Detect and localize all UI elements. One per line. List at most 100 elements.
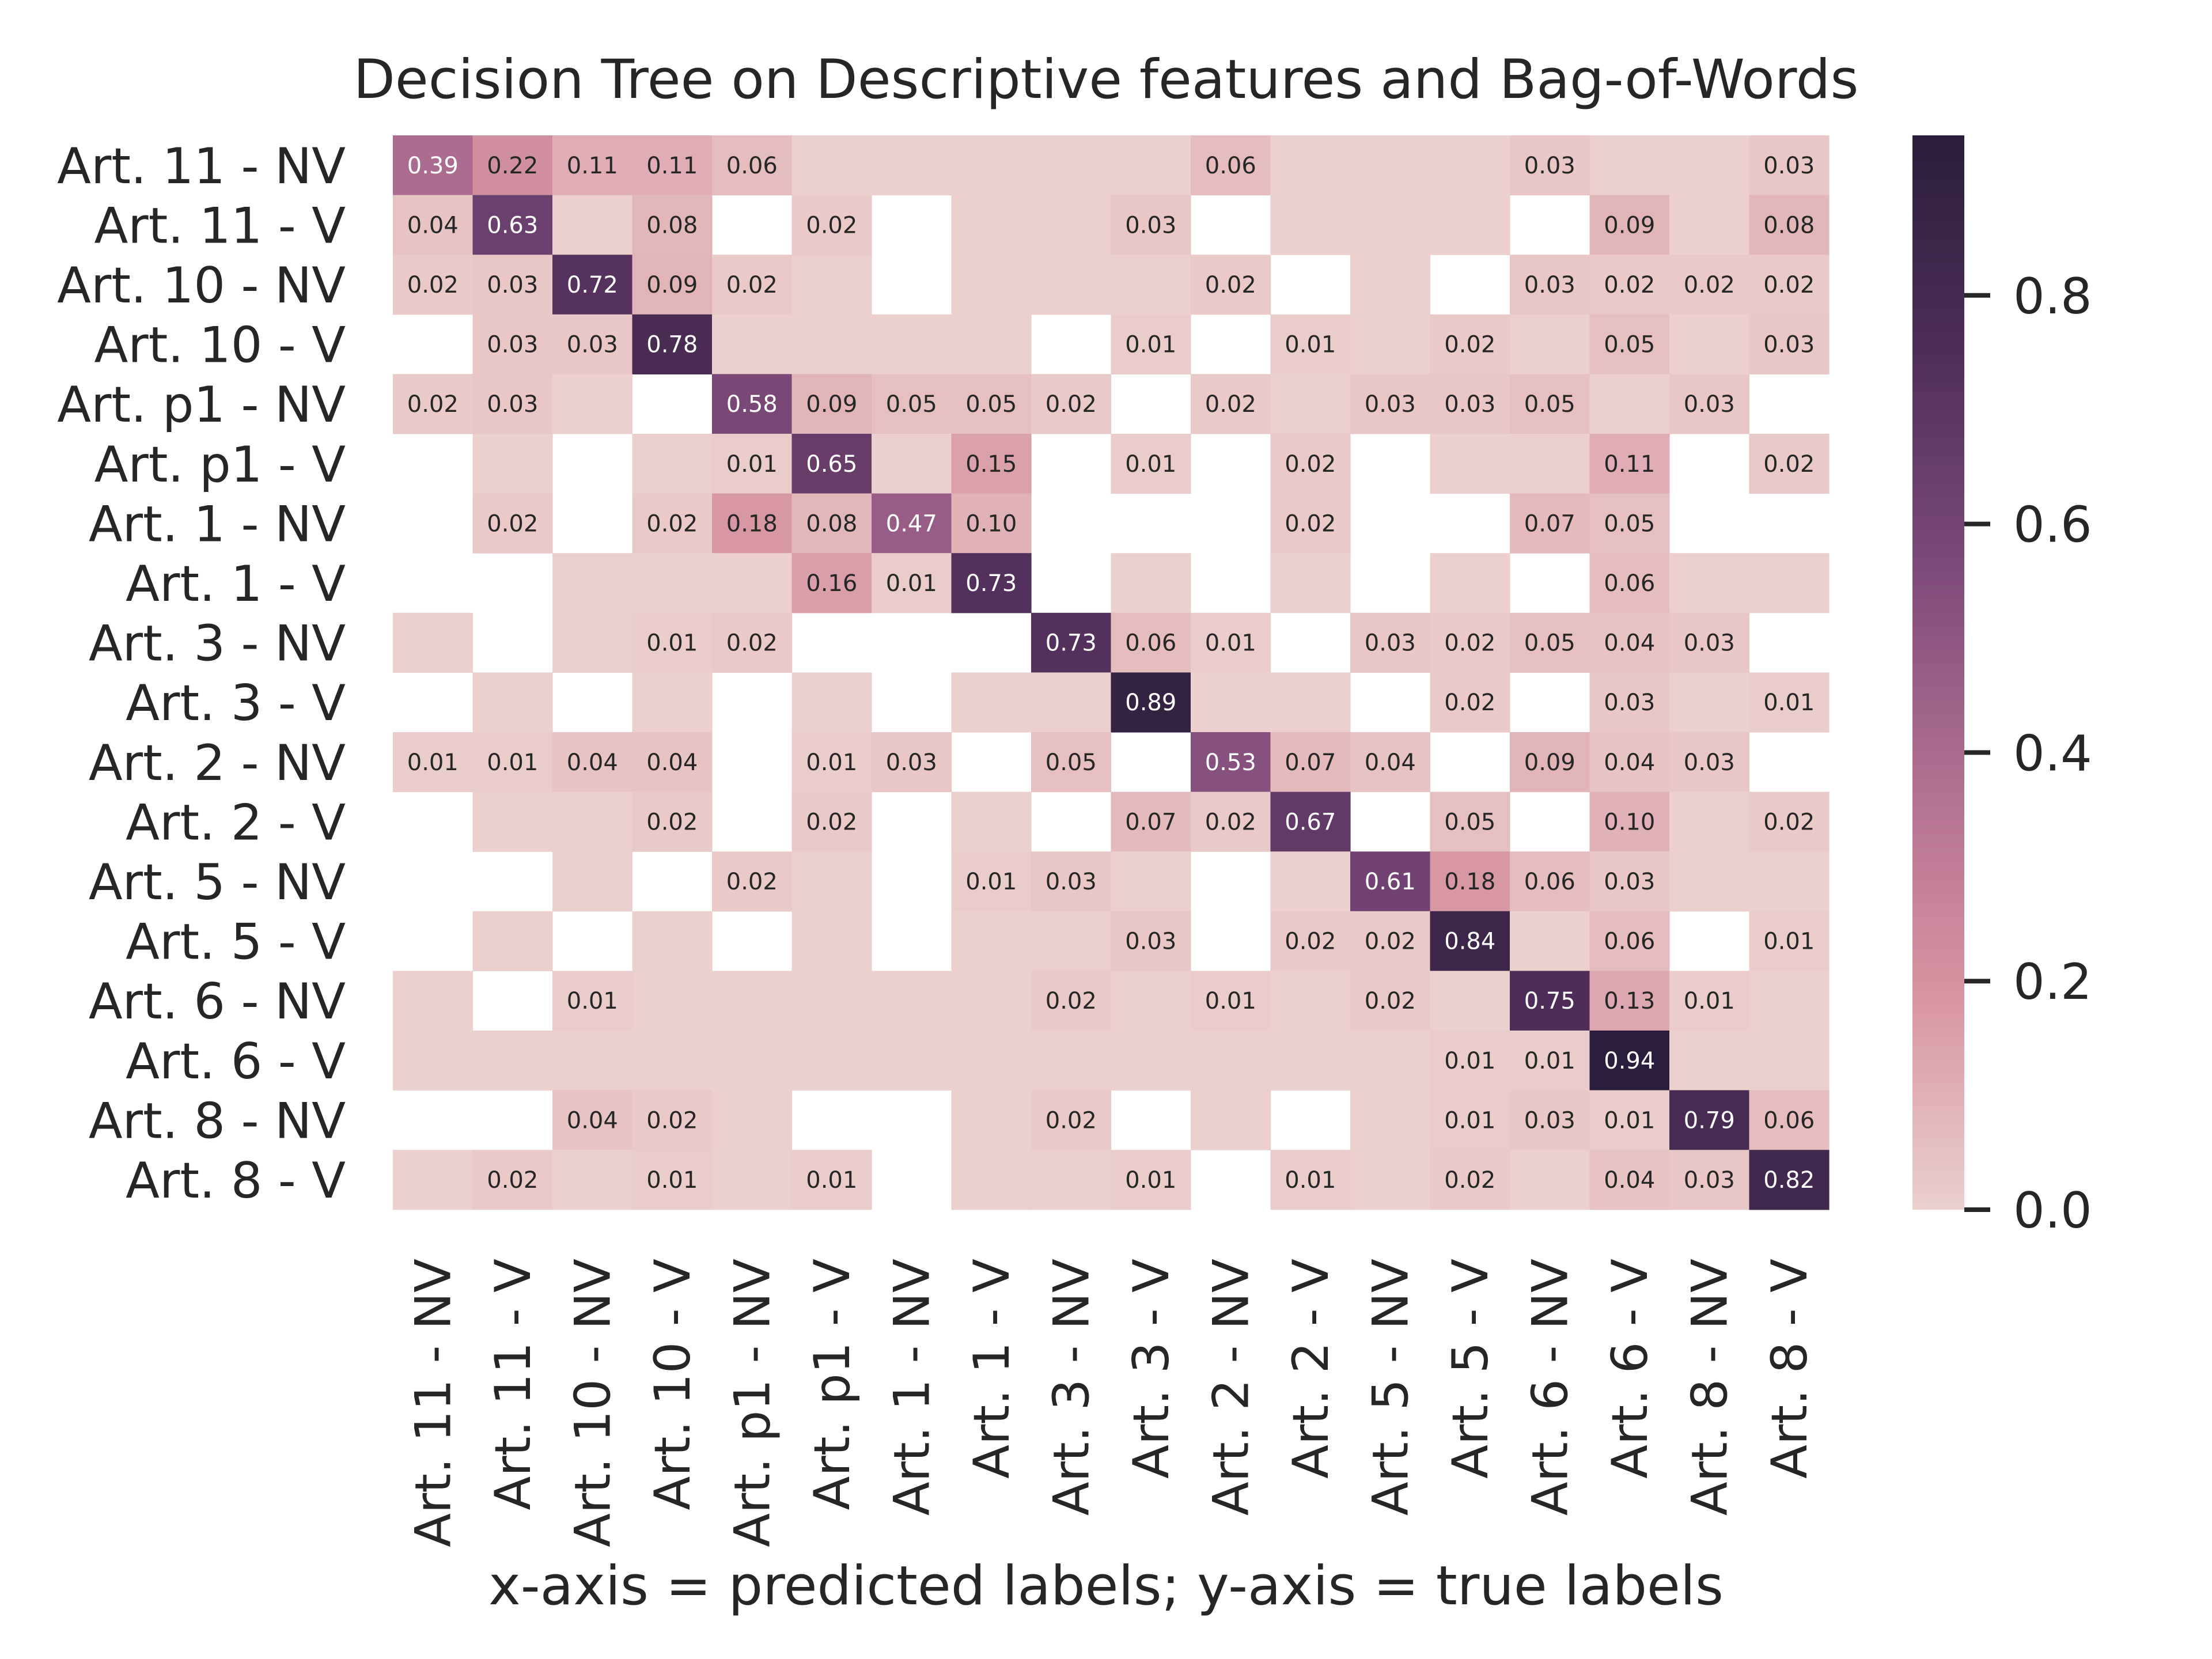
cell-value-label: 0.01: [1125, 332, 1176, 358]
heatmap-cell: [1430, 314, 1510, 374]
cell-value-label: 0.01: [806, 749, 857, 776]
heatmap-cell: [712, 255, 793, 315]
cell-value-label: 0.15: [965, 451, 1017, 478]
cell-value-label: 0.01: [965, 869, 1017, 895]
heatmap-cell: [1350, 314, 1431, 374]
heatmap-cell: [1350, 971, 1431, 1031]
heatmap-cell: [552, 1031, 633, 1091]
cell-value-label: 0.01: [1125, 451, 1176, 478]
cell-value-label: 0.04: [1604, 749, 1655, 776]
heatmap-cell: [1270, 791, 1351, 852]
heatmap-cell: [1510, 374, 1590, 434]
heatmap-cell: [632, 314, 713, 374]
heatmap-cell: [872, 135, 952, 196]
heatmap-cell: [1111, 1031, 1191, 1091]
cell-value-label: 0.07: [1524, 510, 1575, 537]
cell-value-label: 0.03: [487, 332, 538, 358]
x-tick-label: Art. 1 - V: [963, 1259, 1021, 1479]
cell-value-label: 0.82: [1763, 1167, 1815, 1194]
heatmap-cell: [712, 493, 793, 554]
cell-value-label: 0.03: [1684, 391, 1735, 418]
cell-value-label: 0.03: [1524, 272, 1575, 298]
heatmap-cell: [472, 1031, 553, 1091]
heatmap-cell: [1589, 255, 1670, 315]
heatmap-cell: [1589, 732, 1670, 793]
cell-annotations: 0.39 0.22 0.11 0.11 0.06 0.06 0.03 0.03 0.04 0.63…: [407, 153, 1815, 1194]
heatmap-cell: [632, 195, 713, 255]
cell-value-label: 0.02: [1365, 988, 1416, 1014]
heatmap-cell: [1430, 851, 1510, 912]
cell-value-label: 0.06: [1205, 153, 1256, 179]
heatmap-cell: [632, 971, 713, 1031]
cell-value-label: 0.03: [1763, 153, 1815, 179]
heatmap-cell: [951, 314, 1032, 374]
cell-value-label: 0.03: [487, 272, 538, 298]
heatmap-cell: [393, 732, 474, 793]
heatmap-cell: [1430, 135, 1510, 196]
heatmap-cell: [1589, 493, 1670, 554]
cell-value-label: 0.02: [1205, 272, 1256, 298]
heatmap-cell: [472, 672, 553, 733]
chart-title: Decision Tree on Descriptive features an…: [354, 48, 1859, 111]
cell-value-label: 0.02: [1763, 272, 1815, 298]
cell-value-label: 0.10: [965, 510, 1017, 537]
heatmap-cell: [1111, 911, 1191, 971]
heatmap-cell: [1031, 851, 1112, 912]
cell-value-label: 0.02: [646, 809, 698, 835]
heatmap-cell: [393, 135, 474, 196]
heatmap-cell: [951, 493, 1032, 554]
cell-value-label: 0.01: [1125, 1167, 1176, 1194]
cell-value-label: 0.01: [1763, 690, 1815, 716]
heatmap-cell: [1031, 732, 1112, 793]
heatmap-cell: [1510, 434, 1590, 494]
heatmap-cell: [872, 1031, 952, 1091]
heatmap-cell: [872, 553, 952, 613]
cell-value-label: 0.02: [1205, 391, 1256, 418]
y-tick-label: Art. 11 - NV: [57, 138, 346, 195]
heatmap-cell: [1031, 255, 1112, 315]
cell-value-label: 0.03: [567, 332, 618, 358]
cell-value-label: 0.02: [1046, 988, 1097, 1014]
heatmap-cell: [1589, 971, 1670, 1031]
cell-value-label: 0.05: [965, 391, 1017, 418]
heatmap-cell: [1350, 255, 1431, 315]
cell-value-label: 0.02: [646, 510, 698, 537]
heatmap-cell: [632, 255, 713, 315]
y-tick-label: Art. 10 - V: [94, 317, 346, 374]
x-tick-label: Art. 6 - NV: [1521, 1259, 1579, 1516]
heatmap-cell: [791, 1150, 872, 1210]
cell-value-label: 0.03: [1365, 391, 1416, 418]
heatmap-cell: [1270, 314, 1351, 374]
heatmap-cell: [1270, 434, 1351, 494]
heatmap-cell: [791, 851, 872, 912]
y-tick-label: Art. 8 - NV: [89, 1092, 346, 1150]
cell-value-label: 0.05: [886, 391, 937, 418]
heatmap-cell: [1749, 791, 1830, 852]
heatmap-cell: [951, 374, 1032, 434]
heatmap-cell: [1510, 1150, 1590, 1210]
cell-value-label: 0.05: [1046, 749, 1097, 776]
cell-value-label: 0.02: [1763, 809, 1815, 835]
cell-value-label: 0.03: [1125, 212, 1176, 238]
heatmap-cell: [1510, 493, 1590, 554]
cell-value-label: 0.08: [806, 510, 857, 537]
cell-value-label: 0.02: [1285, 510, 1336, 537]
heatmap-cell: [1270, 971, 1351, 1031]
heatmap-cell: [472, 195, 553, 255]
y-tick-label: Art. 11 - V: [94, 197, 346, 255]
heatmap-cell: [1589, 851, 1670, 912]
heatmap-cell: [872, 732, 952, 793]
cell-value-label: 0.01: [646, 630, 698, 657]
heatmap-cell: [872, 434, 952, 494]
heatmap-cell: [1669, 791, 1750, 852]
cell-value-label: 0.11: [1604, 451, 1655, 478]
x-tick-label: Art. 10 - NV: [564, 1259, 622, 1547]
cell-value-label: 0.03: [1444, 391, 1495, 418]
heatmap-cell: [1669, 851, 1750, 912]
heatmap-cell: [1669, 1031, 1750, 1091]
cell-value-label: 0.02: [1285, 451, 1336, 478]
heatmap-cell: [552, 732, 633, 793]
heatmap-cell: [1430, 612, 1510, 673]
heatmap-cell: [951, 434, 1032, 494]
cell-value-label: 0.03: [1524, 153, 1575, 179]
